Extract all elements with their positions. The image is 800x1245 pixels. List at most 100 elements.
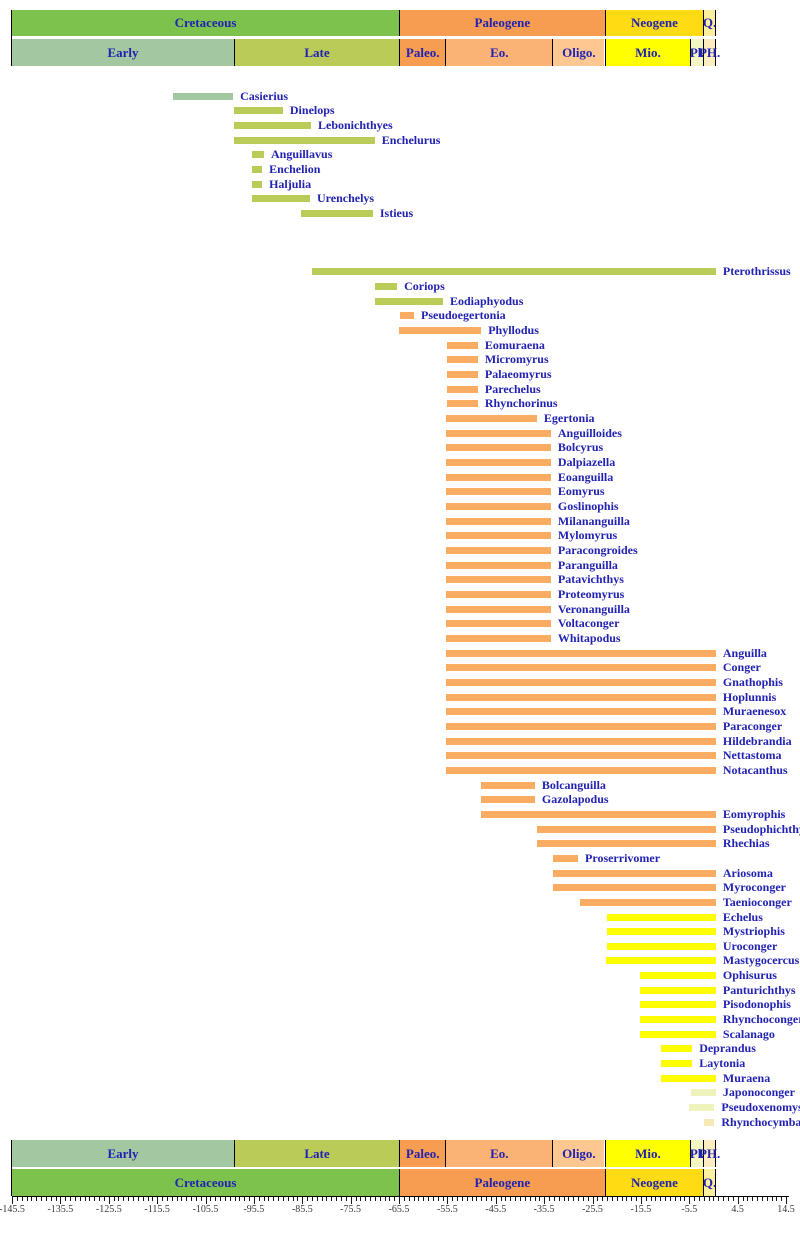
axis-minor-tick (297, 1197, 299, 1201)
taxon-label-hildebrandia: Hildebrandia (722, 733, 792, 748)
axis-minor-tick (191, 1197, 192, 1201)
range-bar-milananguilla (445, 517, 551, 525)
range-bar-paracongroides (445, 547, 551, 554)
axis-minor-tick (166, 1197, 168, 1201)
axis-minor-tick (147, 1197, 149, 1201)
range-bar-coriops (374, 283, 398, 291)
range-bar-haljulia (251, 180, 263, 188)
range-bar-mylomyrus (445, 532, 551, 540)
range-bar-voltaconger (445, 620, 551, 628)
epoch-segment-mio: Mio. (604, 39, 691, 66)
taxon-label-patavichthys: Patavichthys (557, 572, 624, 587)
range-bar-eomyrus (445, 488, 551, 496)
taxon-label-anguilla: Anguilla (722, 645, 767, 660)
axis-major-tick (737, 1197, 739, 1204)
range-bar-gazolapodus (481, 796, 535, 804)
axis-minor-tick (128, 1197, 130, 1201)
axis-minor-tick (118, 1197, 120, 1201)
axis-minor-tick (195, 1197, 197, 1201)
axis-minor-tick (36, 1197, 38, 1201)
range-bar-palaeomyrus (446, 371, 478, 378)
axis-tick-label: -145.5 (0, 1204, 25, 1215)
range-bar-phyllodus (399, 327, 482, 335)
axis-minor-tick (210, 1197, 212, 1201)
taxon-label-deprandus: Deprandus (699, 1041, 756, 1056)
axis-minor-tick (403, 1197, 405, 1201)
axis-minor-tick (273, 1197, 275, 1201)
taxon-label-urenchelys: Urenchelys (317, 191, 375, 206)
epoch-segment-label: Paleo. (405, 44, 440, 60)
axis-minor-tick (510, 1197, 512, 1201)
axis-minor-tick (74, 1197, 76, 1201)
taxon-label-rhynchorinus: Rhynchorinus (484, 396, 558, 411)
axis-minor-tick (515, 1197, 517, 1201)
axis-minor-tick (50, 1197, 52, 1201)
axis-minor-tick (708, 1197, 710, 1201)
epoch-segment-early: Early (12, 39, 234, 66)
epoch-segment-label: Paleo. (405, 1145, 440, 1161)
axis-minor-tick (336, 1197, 338, 1201)
period-segment-paleogene: Paleogene (399, 10, 605, 36)
timescale-left-edge-line (11, 10, 12, 66)
taxon-label-milananguilla: Milananguilla (557, 513, 630, 528)
axis-minor-tick (461, 1197, 463, 1201)
range-bar-veronanguilla (445, 605, 551, 613)
axis-minor-tick (103, 1197, 105, 1201)
axis-minor-tick (370, 1197, 371, 1201)
timescale-left-edge-line (11, 1140, 12, 1196)
axis-minor-tick (365, 1197, 367, 1201)
axis-tick-label: -65.5 (388, 1204, 410, 1215)
axis-minor-tick (234, 1197, 236, 1201)
axis-minor-tick (476, 1197, 478, 1201)
taxon-label-rhynchocymba: Rhynchocymba (721, 1114, 800, 1129)
axis-major-tick (12, 1197, 13, 1204)
taxon-label-nettastoma: Nettastoma (722, 748, 782, 763)
period-segment-q: Q. (703, 10, 716, 36)
taxon-label-casierius: Casierius (240, 88, 289, 103)
axis-minor-tick (55, 1197, 57, 1201)
axis-minor-tick (176, 1197, 178, 1201)
axis-minor-tick (384, 1197, 386, 1201)
axis-major-tick (495, 1197, 497, 1204)
axis-tick-label: -85.5 (291, 1204, 313, 1215)
epoch-segment-mio: Mio. (604, 1140, 691, 1167)
range-bar-pseudoegertonia (400, 312, 414, 320)
range-bar-nettastoma (445, 752, 716, 760)
range-bar-dinelops (234, 107, 283, 115)
epoch-segment-paleo: Paleo. (399, 1140, 446, 1167)
axis-minor-tick (113, 1197, 115, 1201)
axis-minor-tick (669, 1197, 671, 1201)
taxon-label-bolcanguilla: Bolcanguilla (541, 777, 606, 792)
epoch-segment-label: PH. (698, 44, 721, 60)
range-bar-rhynchocymba (704, 1118, 715, 1126)
axis-major-tick (544, 1197, 546, 1204)
axis-minor-tick (742, 1197, 744, 1201)
axis-minor-tick (616, 1197, 618, 1201)
taxon-label-hoplunnis: Hoplunnis (722, 689, 777, 704)
axis-minor-tick (752, 1197, 754, 1201)
range-bar-anguillavus (251, 151, 264, 159)
axis-tick-label: -45.5 (485, 1204, 507, 1215)
axis-minor-tick (307, 1197, 309, 1201)
taxon-label-panturichthys: Panturichthys (722, 982, 796, 997)
range-bar-urenchelys (251, 195, 310, 203)
taxon-label-paracongroides: Paracongroides (557, 543, 638, 557)
axis-major-tick (108, 1197, 110, 1204)
range-bar-scalanago (639, 1030, 716, 1038)
axis-minor-tick (132, 1197, 134, 1201)
axis-minor-tick (698, 1197, 700, 1201)
range-bar-japonoconger (691, 1089, 716, 1097)
epoch-segment-eo: Eo. (445, 1140, 553, 1167)
epoch-segment-pl: Pl. (690, 39, 705, 66)
taxon-label-pseudoxenomystax: Pseudoxenomystax (721, 1100, 800, 1114)
range-bar-enchelion (251, 165, 263, 173)
axis-minor-tick (660, 1197, 662, 1201)
period-segment-label: Paleogene (474, 1174, 531, 1190)
axis-minor-tick (65, 1197, 67, 1201)
axis-minor-tick (568, 1197, 570, 1201)
axis-minor-tick (563, 1197, 565, 1201)
axis-minor-tick (244, 1197, 246, 1201)
range-bar-goslinophis (445, 503, 551, 510)
taxon-label-mystriophis: Mystriophis (722, 924, 785, 939)
taxon-label-paranguilla: Paranguilla (557, 557, 618, 572)
